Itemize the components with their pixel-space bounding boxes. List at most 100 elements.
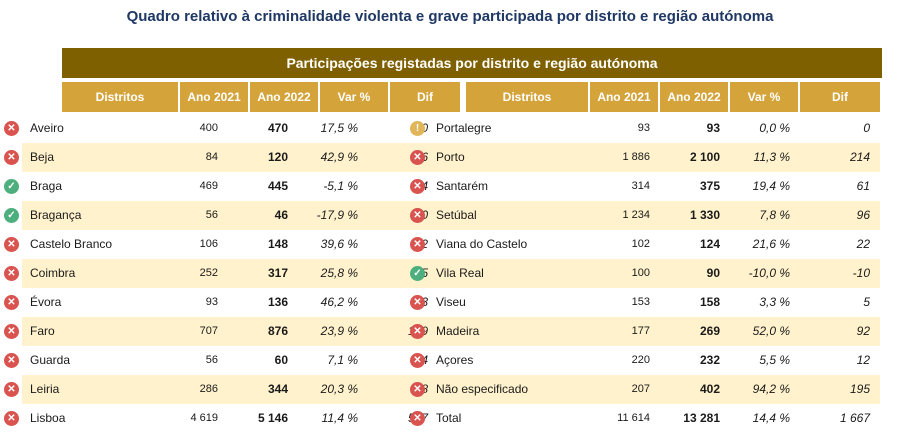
increase-status-icon: ✕ [410,382,425,397]
variation-percent: -10,0 % [748,266,790,280]
difference-value: 0 [863,121,870,135]
header-districts-left: Distritos [62,82,180,112]
value-2022: 90 [706,266,720,280]
increase-status-icon: ✕ [4,411,19,426]
district-name: Madeira [436,324,480,338]
variation-percent: 25,8 % [320,266,358,280]
district-name: Portalegre [436,121,492,135]
value-2022: 269 [699,324,720,338]
district-name: Castelo Branco [30,237,113,251]
value-2021: 469 [199,180,218,192]
difference-value: -10 [852,266,870,280]
no_change-status-icon: ! [410,121,425,136]
difference-value: 214 [849,150,870,164]
value-2022: 120 [267,150,288,164]
value-2021: 56 [205,209,218,221]
value-2022: 344 [267,382,288,396]
table-banner: Participações registadas por distrito e … [62,48,882,78]
table-row: Viana do Castelo 102 124 21,6 % 22 [428,230,880,259]
value-2022: 470 [267,121,288,135]
district-name: Braga [30,179,63,193]
variation-percent: 11,4 % [321,411,358,425]
value-2022: 158 [699,295,720,309]
page-title: Quadro relativo à criminalidade violenta… [126,8,774,25]
value-2022: 876 [267,324,288,338]
variation-percent: 39,6 % [320,237,358,251]
value-2021: 707 [199,325,218,337]
value-2022: 402 [699,382,720,396]
difference-value: 92 [856,324,870,338]
header-var-left: Var % [320,82,390,112]
variation-percent: 7,8 % [759,208,790,222]
variation-percent: -5,1 % [323,179,358,193]
increase-status-icon: ✕ [4,121,19,136]
variation-percent: 52,0 % [752,324,790,338]
header-districts-right: Distritos [466,82,590,112]
header-year-2021-right: Ano 2021 [590,82,660,112]
value-2021: 93 [637,122,650,134]
value-2021: 286 [199,383,218,395]
table-row: Viseu 153 158 3,3 % 5 [428,288,880,317]
value-2021: 84 [205,151,218,163]
variation-percent: 94,2 % [752,382,790,396]
decrease-status-icon: ✓ [4,179,19,194]
header-dif-right: Dif [800,82,880,112]
value-2022: 93 [706,121,720,135]
value-2022: 375 [699,179,720,193]
variation-percent: 42,9 % [320,150,358,164]
value-2022: 317 [267,266,288,280]
district-name: Lisboa [30,411,66,425]
variation-percent: 21,6 % [752,237,790,251]
value-2021: 207 [631,383,650,395]
header-var-right: Var % [730,82,800,112]
table-row: Setúbal 1 234 1 330 7,8 % 96 [428,201,880,230]
header-year-2022-left: Ano 2022 [250,82,320,112]
district-name: Évora [30,295,62,309]
district-name: Bragança [30,208,82,222]
increase-status-icon: ✕ [4,353,19,368]
value-2021: 106 [199,238,218,250]
district-name: Guarda [30,353,71,367]
district-name: Leiria [30,382,60,396]
value-2022: 1 330 [689,208,720,222]
header-dif-left: Dif [390,82,460,112]
variation-percent: 11,3 % [753,150,790,164]
variation-percent: 46,2 % [320,295,358,309]
value-2021: 1 234 [622,209,650,221]
increase-status-icon: ✕ [4,266,19,281]
header-row-left: Distritos Ano 2021 Ano 2022 Var % Dif [62,82,460,112]
variation-percent: 23,9 % [320,324,358,338]
decrease-status-icon: ✓ [4,208,19,223]
increase-status-icon: ✕ [4,324,19,339]
increase-status-icon: ✕ [410,208,425,223]
table-row: Santarém 314 375 19,4 % 61 [428,172,880,201]
difference-value: 61 [856,179,870,193]
increase-status-icon: ✕ [410,150,425,165]
value-2021: 314 [631,180,650,192]
value-2022: 2 100 [689,150,720,164]
value-2022: 445 [267,179,288,193]
district-name: Açores [436,353,474,367]
increase-status-icon: ✕ [4,150,19,165]
variation-percent: 14,4 % [752,411,790,425]
increase-status-icon: ✕ [410,353,425,368]
increase-status-icon: ✕ [410,324,425,339]
value-2021: 100 [631,267,650,279]
value-2021: 93 [205,296,218,308]
decrease-status-icon: ✓ [410,266,425,281]
increase-status-icon: ✕ [4,295,19,310]
difference-value: 22 [856,237,870,251]
difference-value: 195 [849,382,870,396]
value-2022: 232 [699,353,720,367]
value-2021: 102 [631,238,650,250]
variation-percent: 3,3 % [759,295,790,309]
table-row: Portalegre 93 93 0,0 % 0 [428,114,880,143]
variation-percent: 5,5 % [759,353,790,367]
increase-status-icon: ✕ [410,295,425,310]
value-2022: 60 [274,353,288,367]
